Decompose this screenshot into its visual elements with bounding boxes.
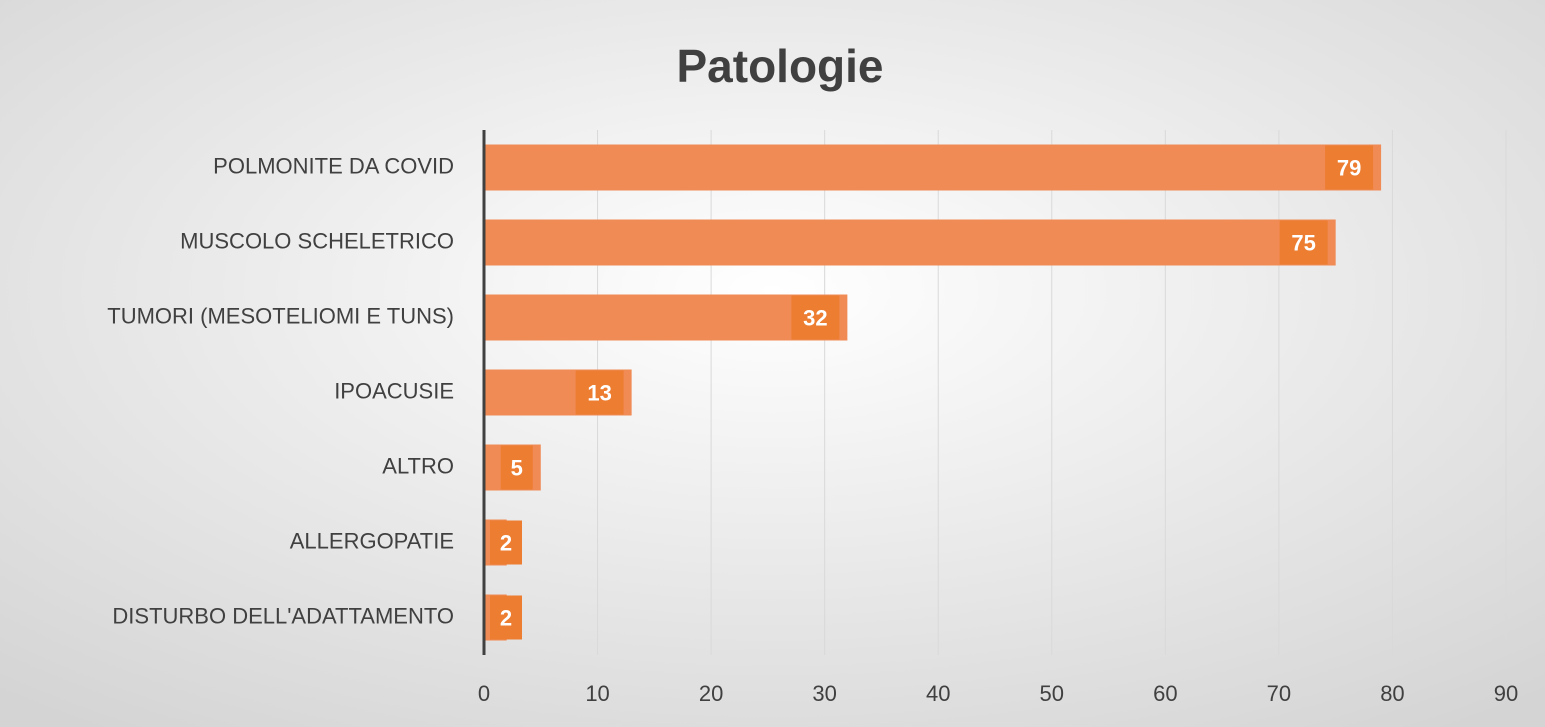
x-tick-label: 70 <box>1267 681 1291 706</box>
x-tick-label: 30 <box>812 681 836 706</box>
y-tick-label: MUSCOLO SCHELETRICO <box>180 228 454 253</box>
y-tick-label: DISTURBO DELL'ADATTAMENTO <box>112 603 454 628</box>
x-tick-label: 60 <box>1153 681 1177 706</box>
value-label-box <box>791 295 840 340</box>
x-tick-label: 50 <box>1040 681 1064 706</box>
value-label: 13 <box>587 380 611 405</box>
value-label-box <box>575 370 624 415</box>
y-tick-label: IPOACUSIE <box>334 378 454 403</box>
value-label: 2 <box>500 605 512 630</box>
y-tick-label: ALTRO <box>382 453 454 478</box>
y-tick-label: ALLERGOPATIE <box>290 528 454 553</box>
x-tick-label: 80 <box>1380 681 1404 706</box>
bar <box>484 294 848 341</box>
bar <box>484 144 1382 191</box>
value-label-box <box>1325 145 1374 190</box>
y-tick-label: POLMONITE DA COVID <box>213 153 454 178</box>
value-label: 79 <box>1337 155 1361 180</box>
value-label: 75 <box>1291 230 1315 255</box>
y-tick-label: TUMORI (MESOTELIOMI E TUNS) <box>107 303 454 328</box>
x-tick-label: 20 <box>699 681 723 706</box>
value-label-box <box>1279 220 1328 265</box>
value-label-box <box>490 595 522 640</box>
value-label: 5 <box>511 455 523 480</box>
x-tick-label: 40 <box>926 681 950 706</box>
chart-title: Patologie <box>676 40 883 92</box>
x-tick-label: 10 <box>585 681 609 706</box>
x-tick-label: 90 <box>1494 681 1518 706</box>
value-label-box <box>490 520 522 565</box>
value-label-box <box>500 445 533 490</box>
value-label: 2 <box>500 530 512 555</box>
value-label: 32 <box>803 305 827 330</box>
x-tick-label: 0 <box>478 681 490 706</box>
bar <box>484 219 1336 266</box>
